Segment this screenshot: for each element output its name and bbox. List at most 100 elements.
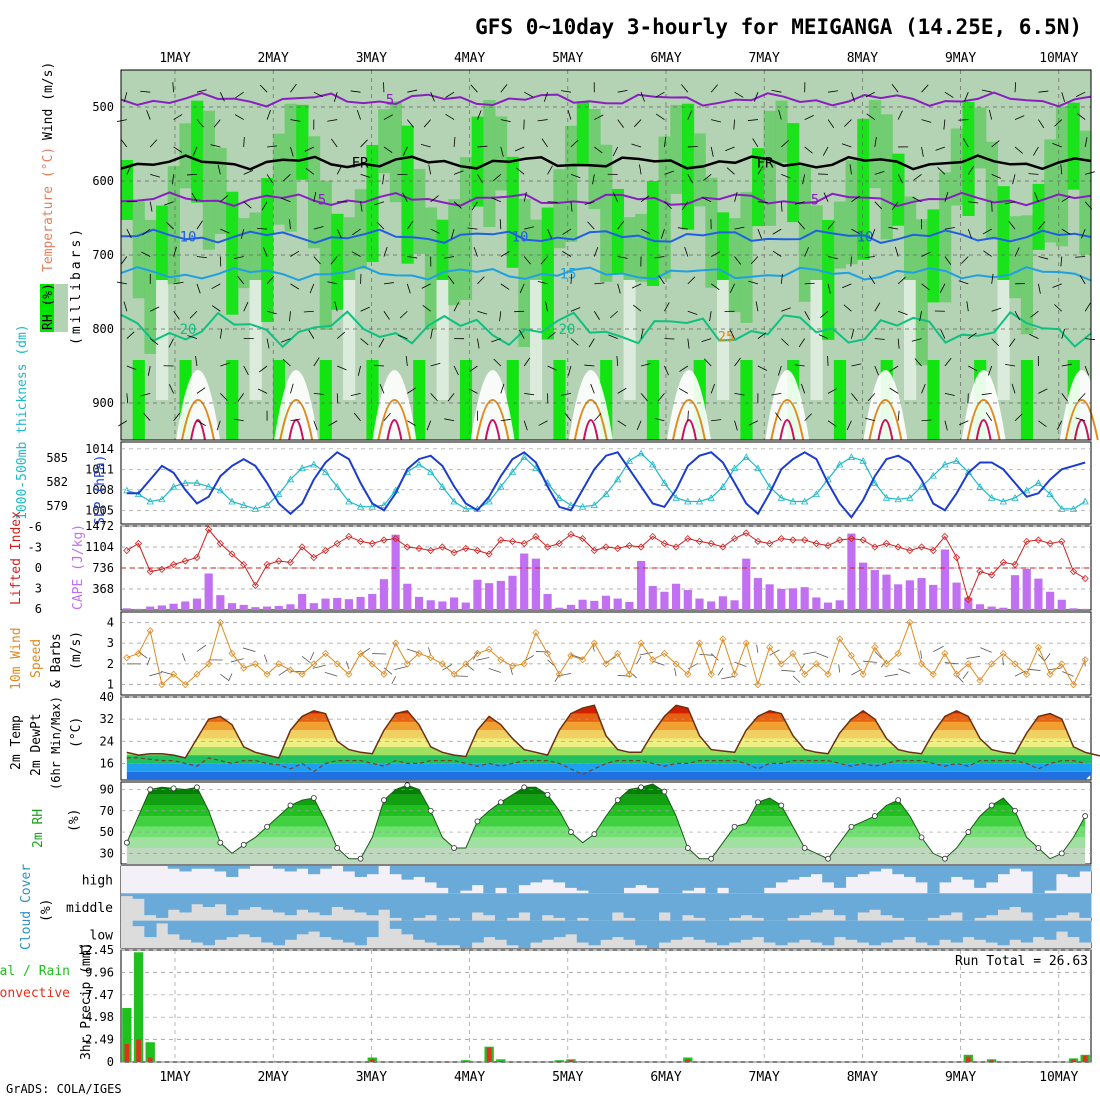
wind-barb	[865, 91, 875, 98]
wind-barb	[1014, 146, 1023, 154]
slp-tick-label: 1011	[85, 462, 114, 476]
wind-barb	[149, 338, 159, 346]
thickness-point	[462, 505, 470, 512]
wind-barb	[609, 310, 618, 319]
wind-speed-point	[415, 649, 423, 658]
wind-speed-point	[859, 670, 867, 678]
wind-barb	[333, 92, 338, 102]
wind-barb	[126, 228, 132, 239]
thickness-point	[532, 464, 540, 472]
temperature-contour	[120, 265, 1092, 282]
cloud-bar	[494, 920, 508, 940]
cloud-bar	[868, 920, 882, 946]
lifted-index-point	[403, 543, 411, 551]
rh-point	[427, 807, 434, 814]
wind-barb	[211, 283, 221, 290]
lifted-tick-label: -6	[28, 520, 42, 534]
wind-barb	[804, 114, 814, 120]
wind-barb	[383, 114, 393, 120]
wind-barb	[407, 387, 416, 394]
rh-point	[638, 784, 644, 791]
cloud-bar	[483, 866, 496, 894]
wind-barb	[524, 91, 534, 98]
wind-barb	[500, 146, 504, 157]
legend-convective: Convective	[0, 986, 70, 1001]
cloud-bar	[915, 866, 928, 883]
cloud-bar	[868, 893, 882, 910]
wind-barb	[220, 228, 230, 234]
wind-speed-point	[1046, 670, 1054, 678]
wind-barb	[237, 393, 245, 402]
rh-band	[1055, 106, 1069, 247]
wind-barb	[891, 84, 899, 93]
thickness-point	[812, 490, 821, 497]
rh-point	[404, 782, 411, 789]
wind-barb	[313, 191, 317, 202]
cape-bar	[952, 582, 961, 610]
thickness-point	[625, 456, 634, 464]
lifted-index-point	[485, 550, 493, 558]
wind-barb	[351, 251, 361, 257]
cloud-bar	[401, 866, 414, 880]
bottom-date-label: 1MAY	[159, 1070, 190, 1085]
wind-barb	[897, 338, 900, 349]
lifted-tick-label: 3	[35, 582, 42, 596]
wind-barb	[867, 393, 876, 402]
wind-barb	[181, 653, 186, 662]
cloud-bar	[810, 866, 823, 875]
cloud-bar	[530, 866, 543, 883]
wind-barb	[944, 227, 955, 230]
pressure-tick-label: 500	[92, 100, 114, 114]
cloud-bar	[343, 866, 356, 872]
rh-band	[939, 172, 952, 303]
contour-label: 10	[512, 230, 529, 246]
cape-bar	[683, 590, 692, 610]
wind-barb	[467, 227, 478, 230]
wind-barb	[717, 667, 724, 676]
wind-speed-point	[508, 662, 517, 670]
bottom-date-label: 2MAY	[258, 1070, 289, 1085]
rh-band	[366, 360, 379, 440]
thickness-point	[380, 501, 388, 509]
wind-barb	[919, 311, 922, 322]
thickness-point	[438, 482, 447, 490]
cloud-bar	[1079, 920, 1092, 943]
wind-barb	[196, 387, 206, 394]
wind-barb	[360, 139, 368, 148]
cloud-bar	[868, 866, 882, 872]
temperature-contour-30	[868, 399, 903, 441]
cloud-bar	[635, 920, 648, 946]
cloud-bar	[997, 920, 1010, 946]
cape-bar	[578, 599, 587, 610]
rh-dry-band	[343, 280, 356, 400]
wind-barb	[780, 273, 783, 284]
wind-speed-point	[882, 660, 891, 668]
wind-barb	[220, 673, 230, 681]
cloud-bar	[471, 893, 484, 913]
cape-bar	[707, 601, 716, 610]
cloud-bar	[950, 920, 963, 943]
wind-barb	[328, 420, 338, 427]
top-date-label: 7MAY	[749, 51, 780, 66]
wind-barb	[537, 119, 548, 122]
cloud-bar	[331, 893, 344, 907]
wind-barb	[1005, 201, 1016, 205]
thickness-point	[742, 453, 750, 460]
wind-barb	[804, 413, 812, 422]
wind-barb	[235, 91, 244, 99]
thickness-point	[497, 482, 505, 490]
cloud-bar	[775, 920, 788, 946]
rh-point	[1058, 850, 1065, 857]
wind-barb	[827, 90, 838, 93]
thickness-point	[707, 493, 715, 501]
wind-barb	[399, 310, 408, 319]
rh-band	[436, 219, 449, 289]
cloud-bar	[927, 866, 940, 894]
wind-barb	[374, 201, 385, 206]
wind-barb	[430, 393, 438, 402]
cloud-bar	[857, 920, 870, 943]
wind-barb	[266, 310, 277, 315]
cloud-bar	[307, 920, 321, 932]
lifted-index-point	[497, 536, 505, 544]
top-date-label: 6MAY	[650, 51, 681, 66]
